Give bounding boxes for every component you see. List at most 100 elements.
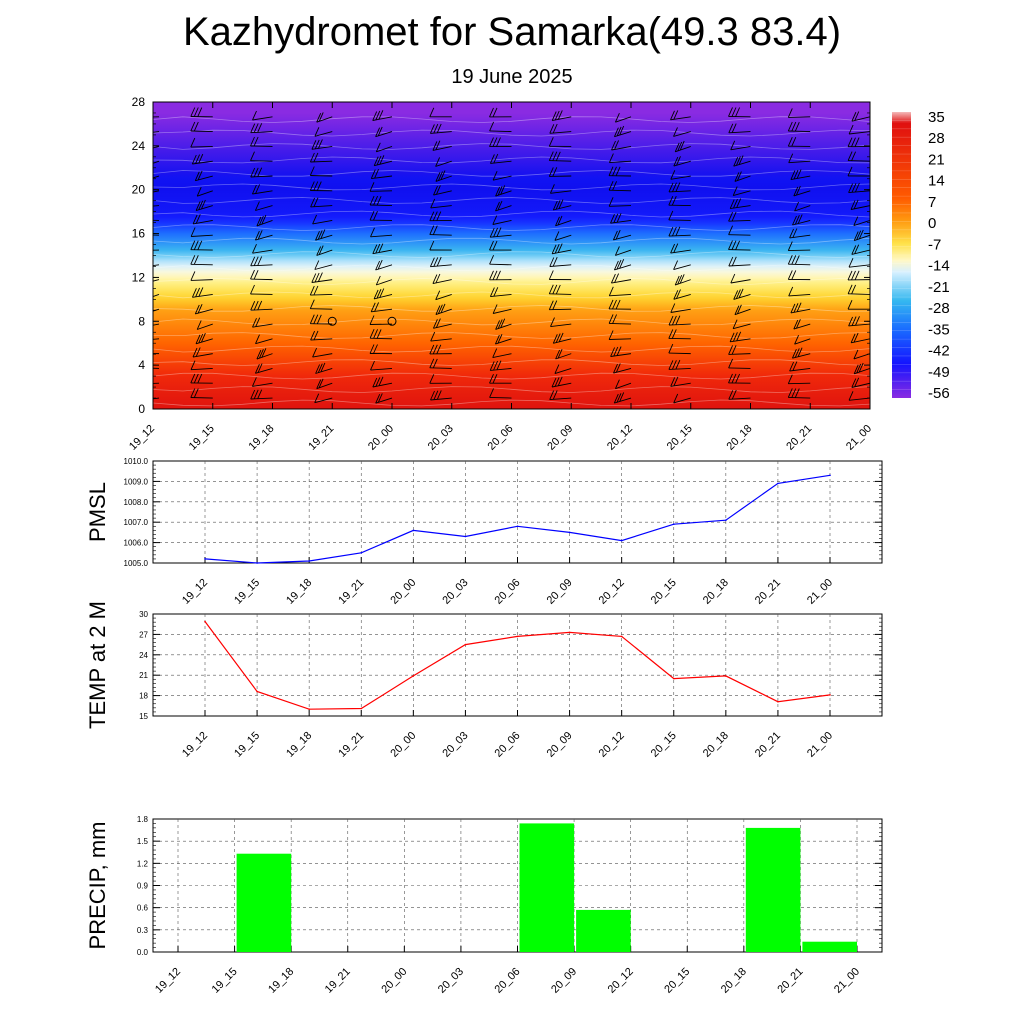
- wind-barb-flag: [733, 290, 739, 300]
- wind-barb-flag: [673, 243, 679, 253]
- wind-barb-flag: [851, 378, 857, 388]
- wind-barb-flag: [254, 364, 260, 374]
- wind-barb-flag: [309, 285, 315, 296]
- contour-line: [153, 224, 870, 231]
- panel-ytick-label: 21: [139, 671, 148, 680]
- wind-barb-flag: [141, 241, 145, 250]
- wind-barb-flag: [616, 346, 622, 356]
- wind-barb-flag: [608, 181, 614, 191]
- wind-barb-flag: [251, 184, 257, 195]
- wind-barb-flag: [309, 314, 315, 324]
- wind-barb-flag: [615, 166, 621, 176]
- wind-barb-shaft: [493, 175, 512, 181]
- wind-barb-shaft: [490, 367, 512, 371]
- wind-barb-flag: [316, 379, 322, 389]
- wind-barb-shaft: [190, 279, 213, 281]
- wind-barb-flag: [320, 229, 326, 239]
- wind-barb-shaft: [153, 338, 160, 340]
- colorbar-label: -21: [928, 279, 950, 296]
- wind-barb-shaft: [609, 189, 632, 192]
- wind-barb-flag: [549, 124, 555, 134]
- wind-barb-flag: [728, 358, 734, 369]
- wind-barb-flag: [138, 392, 142, 401]
- panel-ytick-label: 30: [139, 610, 148, 619]
- wind-barb-shaft: [312, 353, 333, 358]
- panel-ytick-label: 1009.0: [124, 477, 149, 486]
- wind-barb-shaft: [668, 219, 691, 221]
- wind-barb-flag: [788, 286, 794, 297]
- wind-barb-shaft: [609, 322, 632, 325]
- wind-barb-flag: [252, 318, 257, 328]
- wind-barb-flag: [613, 363, 618, 374]
- wind-barb-flag: [492, 107, 498, 118]
- wind-barb-flag: [671, 360, 677, 370]
- wind-barb-flag: [138, 198, 142, 207]
- wind-barb-flag: [847, 166, 853, 177]
- wind-barb-flag: [195, 201, 201, 211]
- wind-barb-flag: [138, 258, 142, 267]
- contour-line: [153, 332, 870, 339]
- chart-subtitle: 19 June 2025: [451, 66, 573, 88]
- wind-barb-flag: [137, 108, 141, 117]
- wind-barb-flag: [379, 288, 385, 298]
- wind-barb-flag: [317, 139, 323, 149]
- heatmap-field: [153, 102, 870, 409]
- data-point: [568, 531, 571, 534]
- panel-xtick-label: 20_21: [753, 577, 783, 607]
- wind-barb-shaft: [792, 219, 811, 226]
- wind-barb-flag: [557, 110, 563, 120]
- panel-ylabel: PMSL: [85, 482, 110, 542]
- wind-barb-flag: [492, 304, 498, 314]
- wind-barb-flag: [496, 137, 501, 147]
- wind-barb-flag: [309, 166, 315, 176]
- panel-xtick-label: 20_21: [775, 966, 805, 996]
- wind-barb-flag: [792, 361, 798, 371]
- wind-barb-flag: [492, 137, 498, 147]
- wind-barb-flag: [190, 227, 196, 237]
- data-point: [360, 707, 363, 710]
- wind-barb-flag: [432, 344, 438, 354]
- wind-barb-flag: [493, 287, 499, 297]
- panel-xtick-label: 19_21: [323, 966, 353, 996]
- wind-barb-flag: [193, 373, 199, 384]
- wind-barb-shaft: [489, 396, 512, 399]
- wind-barb-flag: [378, 376, 384, 386]
- wind-barb-flag: [853, 199, 859, 210]
- wind-barbs: [137, 107, 870, 404]
- wind-barb-flag: [854, 270, 860, 280]
- wind-barb-flag: [378, 110, 384, 120]
- wind-barb-shaft: [609, 205, 632, 207]
- panel-xtick-label: 20_18: [701, 577, 731, 607]
- panel-ytick-label: 18: [139, 692, 148, 701]
- contour-line: [153, 278, 870, 285]
- wind-barb-flag: [253, 300, 259, 311]
- data-point: [360, 552, 363, 554]
- panel-ytick-label: 0.9: [137, 882, 149, 891]
- wind-barb-flag: [794, 122, 800, 132]
- wind-barb-shaft: [153, 234, 160, 236]
- wind-barb-flag: [796, 302, 802, 312]
- data-point: [256, 562, 258, 564]
- wind-barb-flag: [551, 111, 557, 121]
- wind-barb-flag: [435, 157, 441, 167]
- colorbar-label: 21: [928, 151, 945, 168]
- wind-barb-flag: [432, 141, 438, 151]
- wind-barb-flag: [557, 215, 563, 226]
- wind-barb-flag: [608, 286, 614, 296]
- wind-barb-flag: [311, 140, 317, 150]
- wind-barb-flag: [731, 373, 737, 384]
- panel-xtick-label: 19_12: [153, 966, 183, 996]
- wind-barb-flag: [317, 230, 323, 240]
- wind-barb-flag: [436, 123, 442, 134]
- wind-barb-flag: [733, 157, 739, 167]
- wind-barb-shaft: [435, 293, 452, 301]
- wind-barb-flag: [856, 230, 862, 240]
- wind-barb-flag: [675, 182, 681, 192]
- wind-barb-shaft: [788, 116, 811, 118]
- wind-barb-flag: [314, 393, 320, 403]
- wind-barb-flag: [610, 273, 616, 284]
- wind-barb-flag: [251, 377, 257, 387]
- panel-xtick-label: 19_18: [284, 577, 314, 607]
- wind-barb-flag: [676, 289, 681, 299]
- wind-barb-flag: [728, 390, 734, 400]
